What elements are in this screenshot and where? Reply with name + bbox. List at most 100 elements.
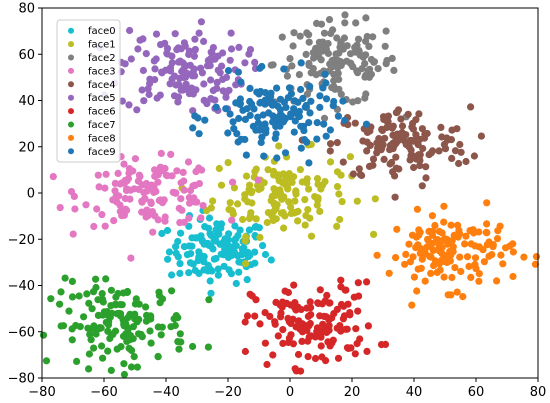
point-face7 [156, 299, 164, 307]
point-face7 [98, 290, 106, 298]
point-face3 [167, 150, 175, 158]
point-face0 [205, 214, 214, 222]
point-face9 [316, 92, 324, 100]
point-face2 [295, 71, 303, 79]
legend-item-face8: face8 [68, 133, 116, 144]
point-face6 [337, 276, 345, 284]
point-face4 [423, 129, 431, 138]
point-face1 [209, 197, 217, 205]
point-face9 [287, 110, 295, 118]
point-face4 [327, 140, 335, 148]
point-face6 [317, 342, 325, 350]
point-face9 [329, 102, 337, 110]
point-face9 [256, 121, 265, 129]
point-face5 [133, 106, 141, 114]
legend-marker [68, 67, 74, 74]
point-face1 [215, 164, 223, 173]
point-face7 [154, 323, 162, 331]
point-face5 [216, 69, 224, 77]
point-face2 [359, 53, 367, 61]
point-face4 [398, 122, 407, 130]
point-face9 [270, 99, 278, 107]
point-face8 [447, 291, 455, 299]
point-face3 [186, 199, 194, 207]
point-face3 [110, 217, 118, 225]
point-face0 [212, 237, 220, 245]
legend-label: face1 [88, 40, 116, 51]
point-face0 [207, 289, 215, 297]
point-face5 [185, 50, 193, 59]
point-face9 [319, 84, 327, 92]
point-face3 [123, 185, 131, 193]
legend-label: face4 [88, 80, 116, 91]
legend-marker [68, 54, 74, 61]
point-face9 [276, 95, 285, 103]
point-face3 [98, 211, 106, 219]
point-face6 [266, 312, 274, 320]
point-face1 [230, 184, 238, 192]
point-face8 [480, 258, 488, 266]
point-face9 [262, 125, 270, 133]
point-face6 [241, 347, 249, 356]
point-face2 [365, 73, 373, 81]
point-face3 [229, 178, 237, 186]
point-face7 [88, 305, 96, 313]
point-face3 [90, 222, 98, 231]
point-face1 [280, 224, 288, 232]
point-face7 [122, 330, 130, 338]
point-face5 [251, 58, 259, 66]
point-face0 [221, 241, 229, 249]
point-face7 [116, 310, 125, 318]
point-face0 [235, 268, 243, 276]
point-face2 [351, 44, 359, 52]
point-face2 [341, 11, 349, 19]
point-face3 [131, 155, 139, 163]
point-face8 [447, 221, 455, 229]
point-face0 [267, 256, 275, 264]
point-face2 [341, 19, 349, 27]
point-face5 [213, 84, 221, 92]
point-face6 [364, 322, 372, 330]
point-face6 [294, 303, 302, 311]
point-face8 [440, 202, 448, 210]
point-face4 [418, 182, 426, 190]
point-face7 [146, 327, 154, 335]
point-face3 [95, 183, 103, 191]
point-face2 [303, 29, 311, 37]
point-face7 [83, 290, 91, 298]
point-face3 [127, 254, 135, 262]
point-face9 [226, 110, 234, 118]
point-face3 [150, 183, 158, 191]
point-face8 [451, 264, 459, 272]
y-tick-label: 40 [18, 94, 35, 109]
legend-item-face1: face1 [68, 40, 116, 51]
point-face2 [388, 54, 396, 63]
point-face2 [381, 42, 389, 50]
point-face3 [184, 158, 193, 166]
point-face6 [363, 347, 371, 355]
point-face6 [243, 312, 252, 320]
point-face2 [362, 14, 370, 22]
point-face1 [294, 217, 302, 225]
point-face2 [349, 98, 357, 106]
point-face9 [189, 124, 197, 132]
point-face5 [226, 56, 234, 64]
point-face1 [338, 198, 346, 206]
point-face8 [461, 240, 469, 248]
point-face5 [222, 89, 230, 97]
point-face3 [111, 187, 119, 195]
point-face7 [59, 322, 68, 330]
point-face5 [127, 55, 135, 63]
point-face0 [186, 259, 194, 267]
point-face3 [69, 230, 77, 238]
point-face9 [222, 105, 230, 113]
point-face8 [413, 287, 421, 295]
point-face7 [171, 321, 179, 330]
point-face9 [326, 126, 334, 134]
point-face1 [241, 237, 249, 245]
point-face4 [349, 170, 357, 178]
legend-item-face9: face9 [68, 147, 116, 158]
point-face6 [256, 320, 264, 328]
point-face7 [126, 336, 134, 344]
point-face9 [237, 135, 245, 143]
